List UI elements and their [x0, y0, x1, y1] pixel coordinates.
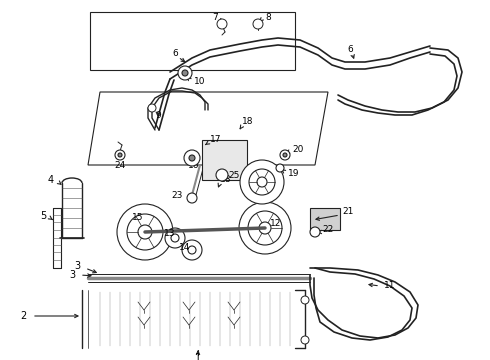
Circle shape [216, 169, 228, 181]
Text: 20: 20 [292, 145, 303, 154]
Text: 6: 6 [347, 45, 353, 54]
Circle shape [301, 336, 309, 344]
Circle shape [184, 150, 200, 166]
Circle shape [248, 211, 282, 245]
Circle shape [189, 155, 195, 161]
Text: 5: 5 [40, 211, 46, 221]
Circle shape [182, 70, 188, 76]
Circle shape [117, 204, 173, 260]
Text: 15: 15 [132, 213, 144, 222]
Text: 3: 3 [74, 261, 80, 271]
Circle shape [182, 240, 202, 260]
Text: 22: 22 [322, 225, 333, 234]
Circle shape [283, 153, 287, 157]
Circle shape [249, 169, 275, 195]
Circle shape [310, 227, 320, 237]
Text: 21: 21 [342, 207, 353, 216]
Text: 11: 11 [384, 282, 395, 291]
Text: 1: 1 [195, 353, 201, 360]
Circle shape [276, 164, 284, 172]
Text: 16: 16 [188, 161, 200, 170]
Bar [202, 140, 247, 180]
Text: 9: 9 [155, 111, 161, 120]
Text: 6: 6 [172, 49, 178, 58]
Circle shape [138, 225, 152, 239]
Circle shape [259, 222, 271, 234]
Circle shape [188, 246, 196, 254]
Text: 25: 25 [228, 171, 240, 180]
Circle shape [118, 153, 122, 157]
Circle shape [257, 177, 267, 187]
Circle shape [165, 228, 185, 248]
Circle shape [301, 296, 309, 304]
Circle shape [148, 104, 156, 112]
Circle shape [115, 150, 125, 160]
Circle shape [239, 202, 291, 254]
Text: 18: 18 [220, 175, 231, 184]
Circle shape [240, 160, 284, 204]
Circle shape [187, 193, 197, 203]
Text: 23: 23 [172, 192, 183, 201]
Text: 2: 2 [20, 311, 26, 321]
Text: 8: 8 [265, 13, 271, 22]
Circle shape [127, 214, 163, 250]
Text: 19: 19 [288, 168, 299, 177]
Text: 18: 18 [242, 117, 253, 126]
Text: 3: 3 [69, 270, 75, 280]
Circle shape [178, 66, 192, 80]
Circle shape [171, 234, 179, 242]
Bar [310, 208, 340, 230]
Text: 24: 24 [114, 161, 125, 170]
Text: 4: 4 [48, 175, 54, 185]
Circle shape [280, 150, 290, 160]
Text: 13: 13 [164, 229, 176, 238]
Text: 7: 7 [212, 13, 218, 22]
Circle shape [217, 19, 227, 29]
Text: 17: 17 [210, 135, 221, 144]
Text: 12: 12 [270, 220, 281, 229]
Circle shape [253, 19, 263, 29]
Text: 14: 14 [179, 243, 191, 252]
Text: 10: 10 [194, 77, 205, 86]
